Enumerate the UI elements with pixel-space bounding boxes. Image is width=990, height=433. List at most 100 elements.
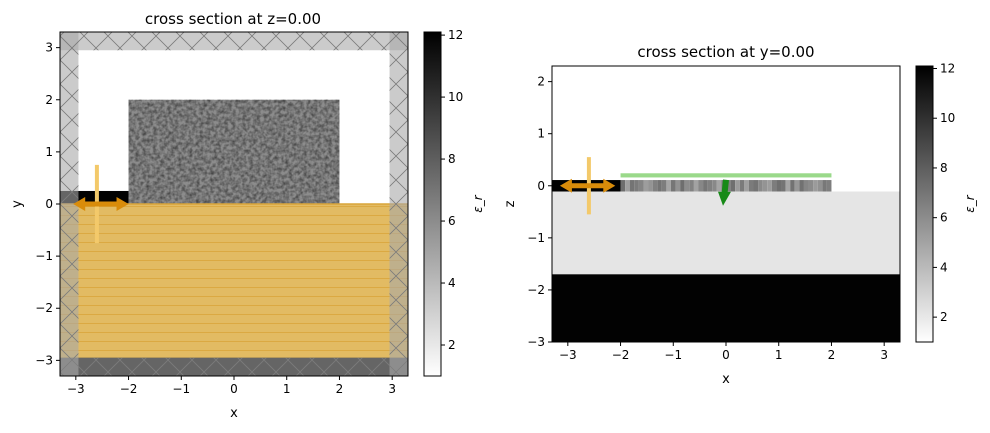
colorbar-tick-label: 12: [940, 61, 955, 75]
design-region-stripe: [712, 180, 717, 192]
design-region-stripe: [693, 180, 699, 192]
plot-2: cross section at y=0.00 −3 −2 −1 0 1 2 3 −3−2−…: [503, 43, 977, 387]
beam-arrow-head: [718, 191, 731, 206]
design-region-stripe: [680, 180, 685, 192]
pml-hatch: [60, 32, 79, 376]
design-region-stripe: [808, 180, 814, 192]
y-tick-label: −3: [527, 335, 545, 349]
y-tick-label: −2: [527, 283, 545, 297]
monitor-plane: [620, 173, 832, 178]
colorbar-tick-label: 6: [940, 211, 948, 225]
plot-1-x-label: x: [230, 406, 238, 421]
x-tick-label: −2: [612, 348, 630, 362]
colorbar-tick-label: 4: [940, 260, 948, 274]
plot-1-colorbar-label: ε_r: [471, 194, 485, 212]
design-region-stripe: [771, 180, 777, 192]
plot-2-colorbar-ticks: 2 4 6 8 10 12: [933, 61, 955, 324]
source-arrow-head-right: [116, 197, 129, 211]
pml-hatch: [60, 357, 408, 376]
design-region-stripe: [762, 180, 768, 192]
plot-2-y-label: z: [503, 200, 518, 207]
y-tick-label: 3: [45, 41, 53, 55]
plot-2-title: cross section at y=0.00: [637, 43, 814, 61]
source-overlay-lines: [60, 204, 408, 358]
plot-1-content: [60, 32, 408, 376]
colorbar-tick-label: 10: [940, 111, 955, 125]
substrate-region: [552, 274, 900, 342]
design-region-stripe: [767, 180, 772, 192]
y-tick-label: 1: [45, 145, 53, 159]
design-region-stripe: [794, 180, 800, 192]
design-region-stripe: [625, 180, 630, 192]
plot-1-x-ticks: −3 −2 −1 0 1 2 3: [67, 376, 396, 396]
design-region-stripe: [634, 180, 639, 192]
x-tick-label: 0: [230, 382, 238, 396]
x-tick-label: 3: [880, 348, 888, 362]
y-tick-label: 1: [537, 127, 545, 141]
design-region-stripe: [648, 180, 653, 192]
plot-1-colorbar-bar: [423, 31, 442, 377]
design-region-stripe: [638, 180, 644, 192]
source-arrow-head-right: [603, 178, 616, 193]
design-region-stripe: [753, 180, 759, 192]
plot-2-content: [552, 66, 900, 342]
y-tick-label: −1: [35, 249, 53, 263]
design-region-stripe: [813, 180, 818, 192]
x-tick-label: −2: [120, 382, 138, 396]
beam-arrow-shaft: [721, 179, 729, 195]
colorbar-tick-label: 12: [448, 28, 463, 42]
x-tick-label: −3: [559, 348, 577, 362]
y-tick-label: −1: [527, 231, 545, 245]
design-region-stripe: [698, 180, 704, 192]
x-tick-label: −3: [67, 382, 85, 396]
source-arrow-head-left: [73, 197, 86, 211]
design-region-stripe: [716, 180, 722, 192]
design-region-stripe: [730, 180, 736, 192]
y-tick-label: 0: [537, 179, 545, 193]
y-tick-label: 0: [45, 197, 53, 211]
y-tick-label: 2: [45, 93, 53, 107]
design-region-stripe: [652, 180, 658, 192]
colorbar-tick-label: 2: [940, 310, 948, 324]
design-region-stripe: [803, 180, 809, 192]
colorbar-tick-label: 2: [448, 338, 456, 352]
plot-2-colorbar-label: ε_r: [963, 194, 977, 212]
design-region-stripe: [620, 180, 626, 192]
design-region-stripe: [666, 180, 671, 192]
design-region-stripe: [822, 180, 827, 192]
plot-1-y-label: y: [10, 200, 25, 208]
pml-hatch: [389, 32, 408, 376]
plot-2-colorbar-bar: [915, 65, 934, 343]
design-region-stripe: [703, 180, 708, 192]
x-tick-label: −1: [172, 382, 190, 396]
plot-2-x-ticks: −3 −2 −1 0 1 2 3: [559, 342, 888, 362]
design-region-stripe: [675, 180, 681, 192]
x-tick-label: 2: [336, 382, 344, 396]
design-region-stripe: [739, 180, 745, 192]
design-region-stripe: [781, 180, 786, 192]
design-region-stripe: [643, 180, 649, 192]
design-region-stripe: [707, 180, 713, 192]
x-tick-label: 0: [722, 348, 730, 362]
x-tick-label: 1: [283, 382, 291, 396]
oxide-region: [552, 191, 900, 275]
plot-1-colorbar-ticks: 2 4 6 8 10 12: [441, 28, 463, 352]
design-region-stripe: [629, 180, 635, 192]
design-region-stripe: [661, 180, 667, 192]
design-region-stripe: [670, 180, 676, 192]
plot-2-x-label: x: [722, 372, 730, 387]
colorbar-tick-label: 8: [940, 161, 948, 175]
design-region-stripe: [776, 180, 782, 192]
colorbar-tick-label: 10: [448, 90, 463, 104]
colorbar-tick-label: 4: [448, 276, 456, 290]
design-region-stripe: [799, 180, 804, 192]
design-region-stripe: [684, 180, 690, 192]
x-tick-label: −1: [664, 348, 682, 362]
colorbar-tick-label: 6: [448, 214, 456, 228]
design-region-stripe: [744, 180, 749, 192]
design-region-stripe: [758, 180, 763, 192]
design-region-stripe: [785, 180, 791, 192]
x-tick-label: 3: [388, 382, 396, 396]
plot-1: cross section at z=0.00 −3 −2 −1 0 1 2 3 −3−2−…: [10, 10, 485, 421]
